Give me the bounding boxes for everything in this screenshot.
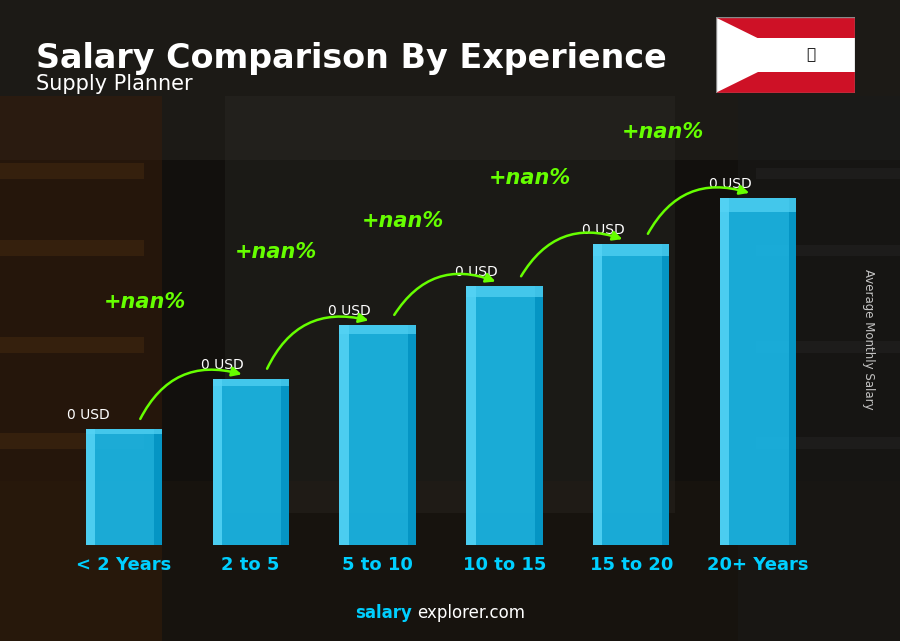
Bar xyxy=(720,197,729,545)
Bar xyxy=(281,379,289,545)
Text: +nan%: +nan% xyxy=(362,211,444,231)
Text: 0 USD: 0 USD xyxy=(67,408,110,422)
Text: 0 USD: 0 USD xyxy=(202,358,244,372)
Bar xyxy=(720,197,796,545)
Bar xyxy=(212,379,289,545)
Bar xyxy=(86,429,94,545)
Bar xyxy=(225,96,675,513)
Bar xyxy=(0,163,144,179)
Bar xyxy=(662,244,670,545)
Bar xyxy=(466,287,475,545)
Bar xyxy=(339,325,416,545)
Bar xyxy=(716,72,855,93)
Text: 0 USD: 0 USD xyxy=(328,304,371,318)
Text: 🦅: 🦅 xyxy=(806,47,814,63)
Bar xyxy=(738,96,900,641)
Bar xyxy=(339,325,348,545)
Bar xyxy=(212,379,289,386)
Bar xyxy=(593,244,602,545)
Bar xyxy=(756,168,900,179)
Bar xyxy=(466,287,543,297)
Bar xyxy=(716,17,855,38)
Polygon shape xyxy=(716,17,792,93)
Bar xyxy=(212,379,221,545)
Text: +nan%: +nan% xyxy=(489,169,571,188)
Bar xyxy=(0,240,144,256)
Bar xyxy=(788,197,796,545)
Bar xyxy=(593,244,670,256)
Bar xyxy=(154,429,162,545)
Text: +nan%: +nan% xyxy=(104,292,186,312)
Text: 0 USD: 0 USD xyxy=(582,223,625,237)
Text: explorer.com: explorer.com xyxy=(417,604,525,622)
Text: salary: salary xyxy=(356,604,412,622)
Bar xyxy=(86,429,162,434)
Bar xyxy=(535,287,543,545)
Bar xyxy=(0,0,900,160)
Bar xyxy=(0,481,900,641)
Text: Average Monthly Salary: Average Monthly Salary xyxy=(862,269,875,410)
Bar xyxy=(0,96,162,641)
Bar xyxy=(756,245,900,256)
Bar xyxy=(339,325,416,334)
Text: Supply Planner: Supply Planner xyxy=(36,74,193,94)
Bar xyxy=(720,197,796,212)
Text: Salary Comparison By Experience: Salary Comparison By Experience xyxy=(36,42,667,74)
Bar xyxy=(0,337,144,353)
Bar xyxy=(756,341,900,353)
Bar xyxy=(408,325,416,545)
Bar xyxy=(0,433,144,449)
Text: +nan%: +nan% xyxy=(235,242,317,262)
Text: +nan%: +nan% xyxy=(622,122,704,142)
Bar xyxy=(716,38,855,72)
Text: 0 USD: 0 USD xyxy=(455,265,498,279)
Text: 0 USD: 0 USD xyxy=(709,177,752,191)
Bar xyxy=(466,287,543,545)
Bar xyxy=(593,244,670,545)
Bar xyxy=(756,437,900,449)
Bar xyxy=(86,429,162,545)
